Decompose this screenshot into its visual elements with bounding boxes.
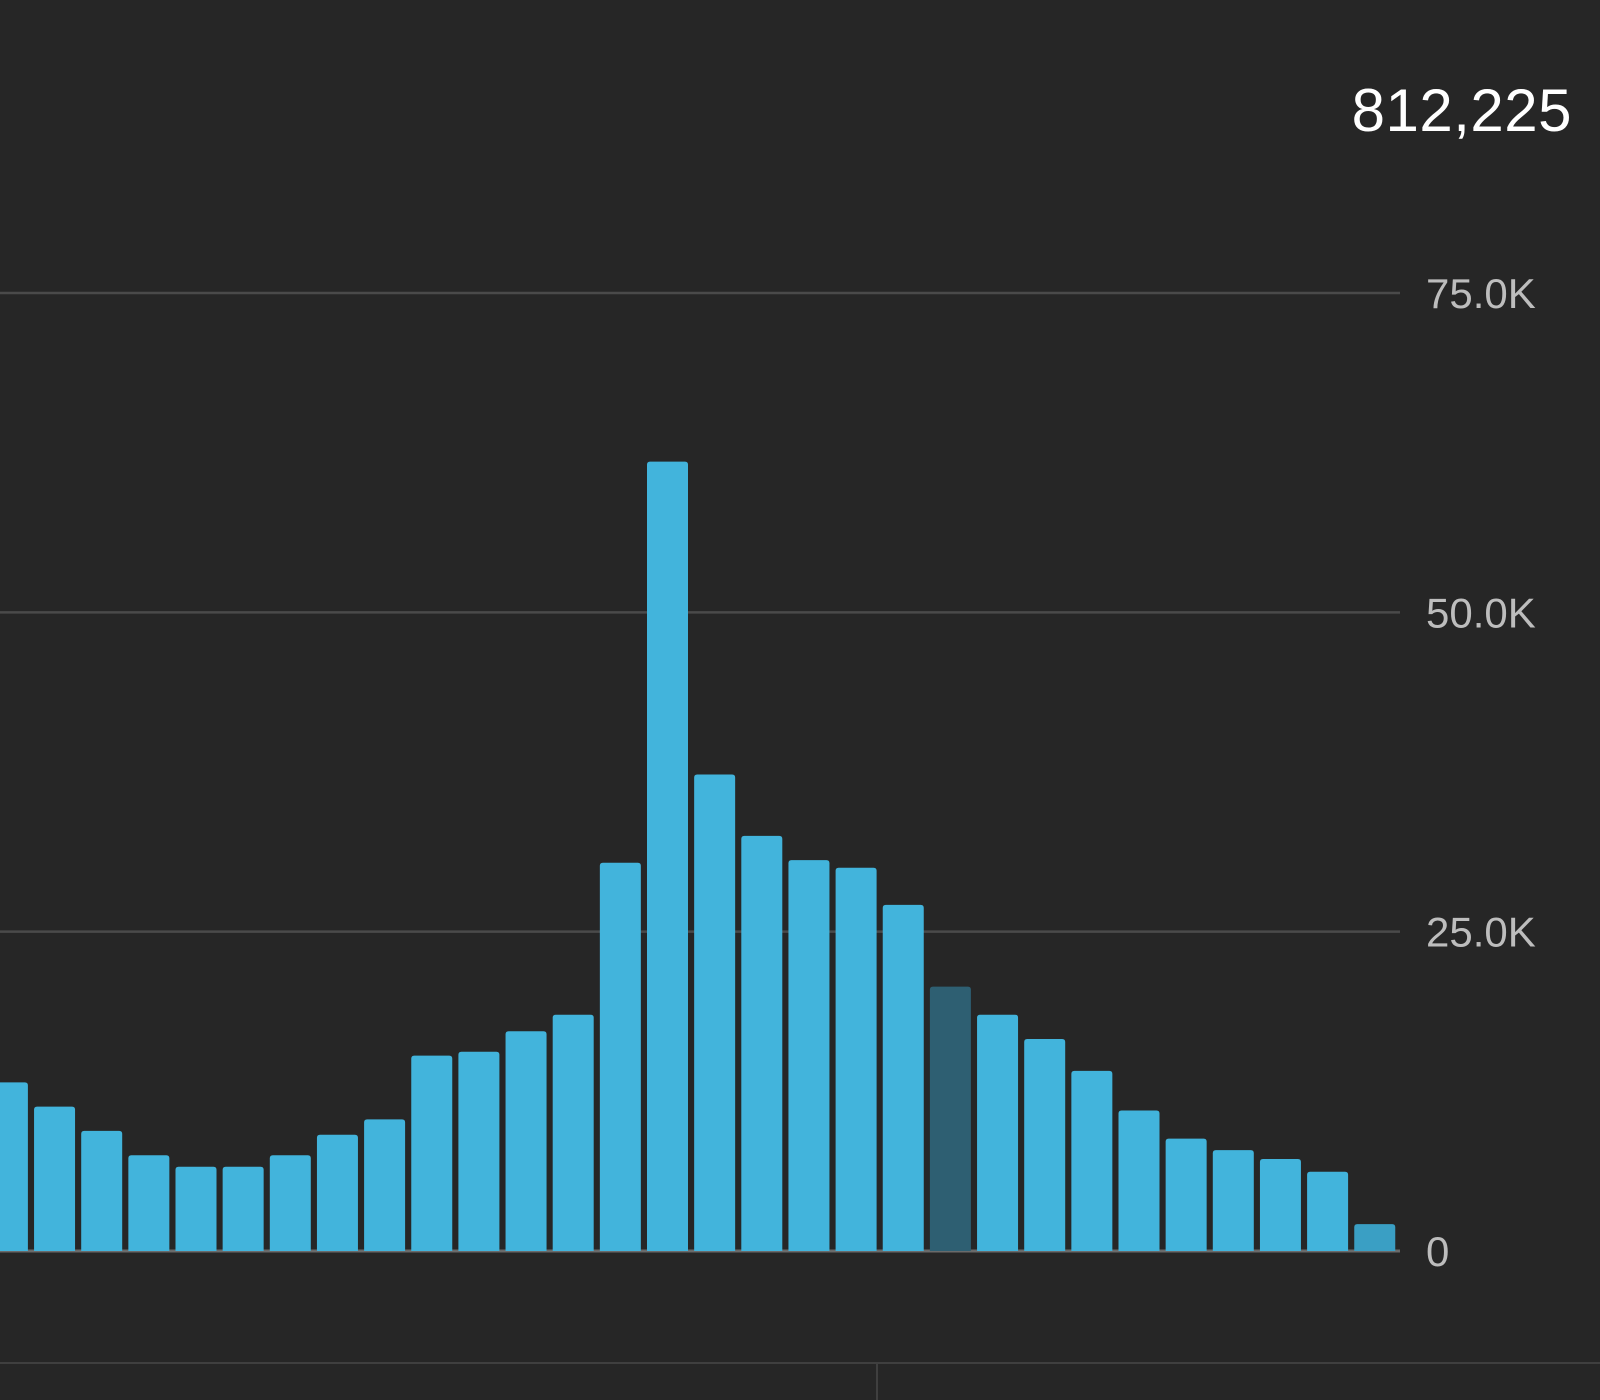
- y-tick-label: 50.0K: [1426, 589, 1536, 636]
- bar[interactable]: [316, 1134, 358, 1251]
- bar[interactable]: [458, 1051, 500, 1251]
- bottom-divider: [0, 1362, 1600, 1364]
- bar[interactable]: [647, 461, 688, 1251]
- bar[interactable]: [1307, 1171, 1349, 1251]
- bar[interactable]: [552, 1014, 594, 1251]
- bar[interactable]: [364, 1119, 406, 1251]
- bar[interactable]: [1354, 1224, 1396, 1251]
- bar[interactable]: [1165, 1138, 1207, 1251]
- bar[interactable]: [1259, 1159, 1301, 1251]
- y-tick-label: 25.0K: [1426, 909, 1536, 956]
- y-tick-label: 75.0K: [1426, 270, 1536, 317]
- bar[interactable]: [175, 1166, 217, 1251]
- bar[interactable]: [0, 1082, 28, 1251]
- bar[interactable]: [788, 860, 830, 1251]
- total-views-value: 812,225: [1351, 77, 1572, 144]
- tab-separator: [876, 1364, 878, 1400]
- bar[interactable]: [222, 1166, 264, 1251]
- bar[interactable]: [34, 1106, 76, 1251]
- bar[interactable]: [977, 1014, 1019, 1251]
- bar-chart: 75.0K 50.0K 25.0K 0: [0, 270, 1536, 1275]
- bar[interactable]: [81, 1130, 123, 1251]
- bar[interactable]: [505, 1031, 547, 1251]
- bar[interactable]: [269, 1155, 311, 1251]
- bar[interactable]: [411, 1055, 453, 1251]
- y-tick-label: 0: [1426, 1228, 1449, 1275]
- bars: [0, 461, 1396, 1251]
- bar[interactable]: [741, 835, 783, 1251]
- bar[interactable]: [128, 1155, 170, 1251]
- bar[interactable]: [835, 867, 877, 1251]
- bar[interactable]: [1118, 1110, 1160, 1251]
- y-axis-ticks: 75.0K 50.0K 25.0K 0: [1426, 270, 1536, 1275]
- bar[interactable]: [929, 986, 971, 1251]
- bar[interactable]: [694, 774, 736, 1251]
- bar[interactable]: [882, 904, 924, 1251]
- bar[interactable]: [1024, 1038, 1066, 1251]
- bar[interactable]: [1212, 1150, 1254, 1251]
- bar[interactable]: [599, 862, 641, 1251]
- bar[interactable]: [1071, 1070, 1113, 1251]
